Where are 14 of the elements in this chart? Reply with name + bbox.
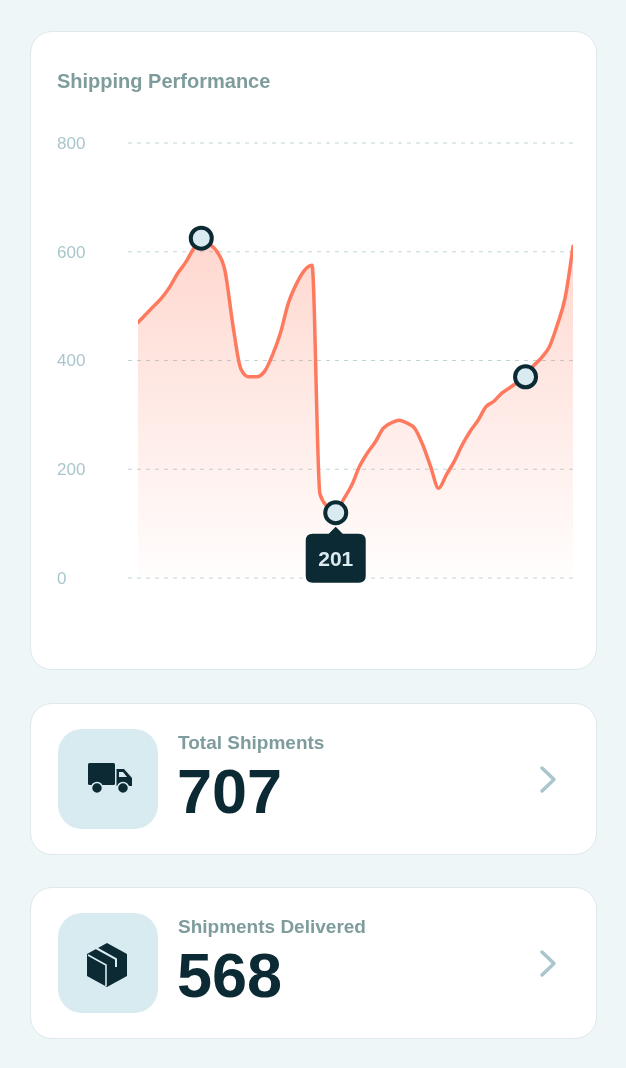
- text: 568: [177, 940, 283, 1010]
- point: [323, 500, 349, 526]
- point: [188, 225, 214, 251]
- y-tick-label: 0: [57, 568, 67, 588]
- y-tick-label: 800: [57, 133, 86, 153]
- text: Total Shipments: [178, 732, 325, 753]
- y-tick-label: 600: [57, 242, 86, 262]
- y-tick-label: 400: [57, 351, 86, 371]
- y-tick-label: 200: [57, 460, 86, 480]
- chart-title: Shipping Performance: [57, 69, 271, 93]
- text: 707: [177, 756, 283, 826]
- point: [513, 364, 539, 390]
- text: Shipments Delivered: [178, 916, 366, 937]
- annotation: 201: [318, 547, 354, 571]
